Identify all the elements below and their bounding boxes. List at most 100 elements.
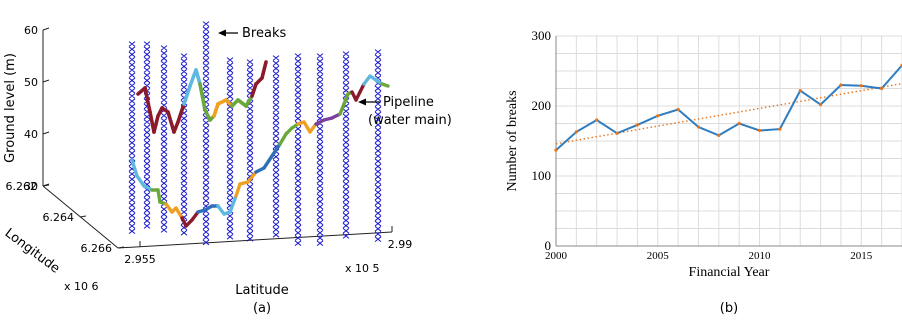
- pipeline-annotation-line1: Pipeline: [383, 95, 434, 110]
- break-column: [374, 49, 382, 242]
- y-tick-label: 0: [545, 238, 552, 253]
- grid: [556, 35, 902, 246]
- data-point: [757, 128, 762, 133]
- break-column: [294, 53, 302, 246]
- data-point: [554, 148, 558, 152]
- x-axis-multiplier: x 10 5: [345, 262, 380, 275]
- data-point: [574, 130, 578, 134]
- break-column: [202, 21, 210, 246]
- data-point: [798, 89, 802, 93]
- z-tick-label: 50: [24, 76, 38, 89]
- pipeline-segment-lower: [234, 182, 242, 198]
- panel-a: 30 40 50 60 6.262 6.264 6.266 2.955 2.99 Break…: [2, 21, 452, 316]
- data-point: [676, 107, 680, 112]
- pipeline-segment-lower: [262, 154, 274, 170]
- y-ticks: 6.262 6.264 6.266: [6, 180, 125, 255]
- pipeline-segment-lower: [338, 102, 346, 116]
- pipeline-segment-lower: [278, 132, 288, 146]
- data-point: [717, 133, 721, 137]
- data-point: [737, 121, 741, 126]
- pipeline-segment-upper: [250, 82, 258, 98]
- pipeline-segment-upper: [182, 84, 192, 106]
- series-line: [555, 64, 902, 151]
- pipeline: [130, 60, 390, 228]
- x-ticks: 2.955 2.99: [124, 226, 412, 266]
- break-column: [226, 57, 234, 240]
- break-column: [342, 51, 350, 239]
- pipeline-segment-upper: [198, 82, 207, 112]
- break-column: [180, 53, 188, 236]
- x-tick-label: 2010: [749, 250, 772, 262]
- data-point: [696, 125, 701, 129]
- break-column: [246, 59, 254, 242]
- x-axis-label: Financial Year: [689, 265, 770, 280]
- y-ticks: 0 100 200 300: [532, 28, 552, 253]
- y-tick-label: 6.262: [6, 180, 38, 193]
- pipeline-segment-upper: [260, 60, 268, 80]
- pipeline-arrowhead: [358, 98, 366, 106]
- y-tick-label: 300: [532, 28, 552, 43]
- y-tick-label: 6.266: [81, 242, 113, 255]
- z-tick-mark: [42, 131, 50, 135]
- data-point: [595, 118, 599, 122]
- pipeline-segment-lower: [342, 92, 350, 106]
- y-axis-multiplier: x 10 6: [64, 280, 99, 293]
- break-column: [128, 41, 136, 234]
- data-point: [778, 127, 782, 131]
- panel-b: 0 100 200 300 2000 2005 2010 2015 Number of br…: [505, 28, 902, 316]
- pipeline-segment-lower: [135, 174, 146, 188]
- pipeline-segment-lower: [174, 206, 184, 220]
- pipeline-segment-lower: [246, 170, 258, 184]
- pipeline-segment-lower: [130, 158, 139, 178]
- z-tick-mark: [42, 27, 50, 31]
- x-ticks: 2000 2005 2010 2015: [545, 250, 873, 262]
- x-axis-label: Latitude: [235, 283, 289, 298]
- y-tick-label: 200: [532, 98, 552, 113]
- pipeline-segment-upper: [152, 114, 160, 134]
- x-tick-label: 2.99: [388, 238, 413, 251]
- z-tick-label: 30: [24, 180, 38, 193]
- pipeline-segment-lower: [228, 194, 238, 214]
- pipeline-segment-upper: [244, 94, 254, 108]
- z-tick-label: 40: [24, 128, 38, 141]
- z-tick-label: 60: [24, 24, 38, 37]
- panel-a-label: (a): [253, 301, 271, 316]
- pipeline-segment-lower: [270, 142, 282, 158]
- x-tick-label: 2000: [545, 250, 568, 262]
- z-tick-mark: [42, 79, 50, 83]
- data-points: [554, 63, 902, 152]
- data-point: [615, 131, 619, 135]
- pipeline-segment-upper: [166, 110, 176, 134]
- y-tick-label: 100: [532, 168, 552, 183]
- y-axis-label: Longitude: [2, 226, 63, 277]
- break-column: [316, 53, 324, 246]
- data-point: [859, 84, 863, 88]
- x-tick-label: 2005: [647, 250, 670, 262]
- data-point: [839, 83, 843, 87]
- pipeline-segment-upper: [212, 102, 220, 118]
- x-axis-line: [117, 231, 393, 249]
- data-point: [635, 123, 640, 127]
- y-tick-mark: [117, 246, 125, 249]
- x-tick-label: 2015: [850, 250, 873, 262]
- panel-b-label: (b): [720, 301, 738, 316]
- trend-line: [555, 82, 902, 145]
- pipeline-segment-upper: [194, 68, 202, 86]
- break-columns: [128, 21, 382, 246]
- y-tick-mark: [79, 215, 87, 218]
- z-ticks: 30 40 50 60: [24, 24, 50, 193]
- breaks-arrowhead: [218, 29, 226, 37]
- break-column: [143, 41, 151, 229]
- z-axis-label: Ground level (m): [3, 53, 18, 163]
- pipeline-segment-upper: [176, 102, 186, 124]
- x-tick-label: 2.955: [124, 253, 156, 266]
- data-point: [880, 86, 884, 91]
- break-column: [272, 55, 280, 238]
- pipeline-segment-lower: [156, 188, 162, 204]
- breaks-annotation: Breaks: [242, 26, 286, 41]
- pipeline-annotation-line2: (water main): [368, 113, 452, 128]
- data-point: [818, 103, 823, 107]
- y-tick-mark: [42, 184, 50, 187]
- data-point: [656, 114, 660, 118]
